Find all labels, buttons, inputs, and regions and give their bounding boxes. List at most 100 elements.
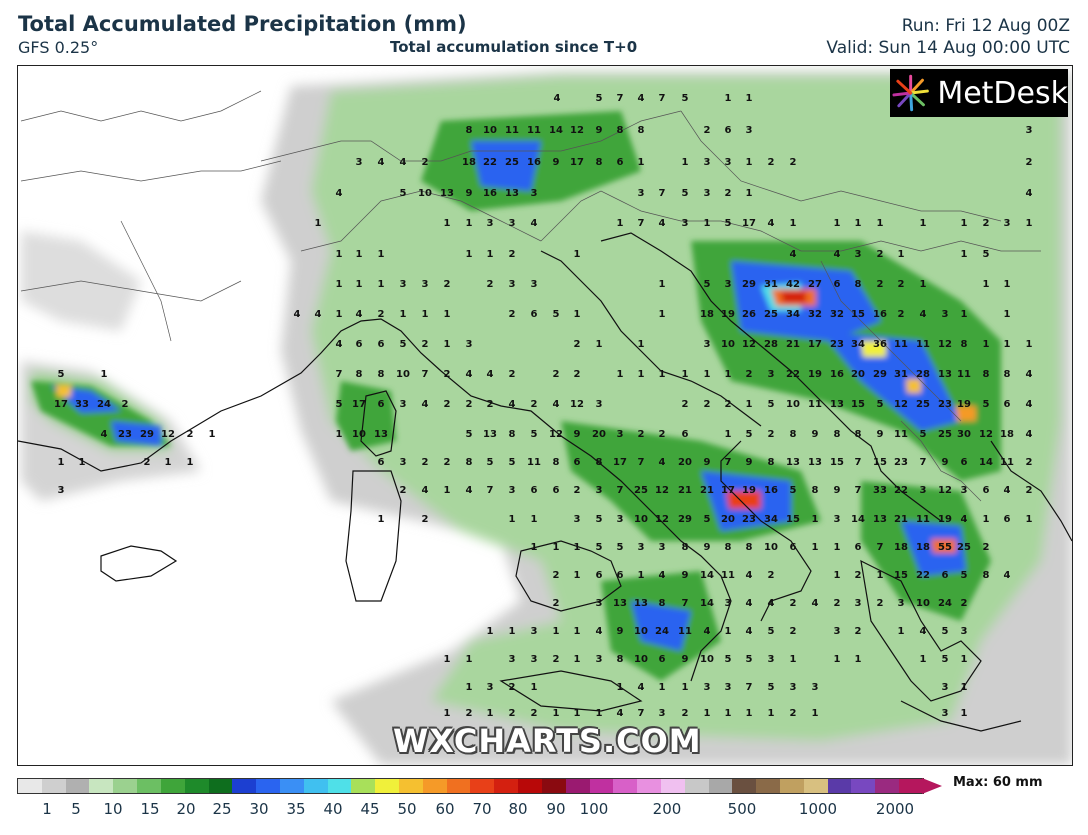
precip-value: 1 (509, 626, 516, 637)
precip-value: 5 (942, 654, 949, 665)
precip-value: 1 (659, 369, 666, 380)
precip-value: 2 (444, 399, 451, 410)
precip-value: 5 (531, 429, 538, 440)
precip-value: 4 (553, 399, 560, 410)
precip-value: 29 (873, 369, 887, 380)
precip-value: 24 (97, 399, 111, 410)
run-time: Run: Fri 12 Aug 00Z (901, 16, 1070, 36)
precip-value: 13 (938, 369, 952, 380)
colorbar-tick-label: 15 (140, 800, 160, 818)
precip-value: 3 (509, 218, 516, 229)
precip-value: 2 (574, 369, 581, 380)
precip-value: 1 (834, 570, 841, 581)
precip-value: 1 (682, 157, 689, 168)
valid-time: Valid: Sun 14 Aug 00:00 UTC (826, 38, 1070, 58)
precip-value: 1 (596, 339, 603, 350)
precip-value: 3 (1004, 218, 1011, 229)
precip-value: 1 (79, 457, 86, 468)
precip-value: 3 (596, 485, 603, 496)
precip-value: 8 (983, 570, 990, 581)
precip-value: 1 (877, 570, 884, 581)
precip-value: 4 (315, 309, 322, 320)
precip-value: 3 (466, 339, 473, 350)
precip-value: 1 (58, 457, 65, 468)
precip-value: 2 (444, 279, 451, 290)
precip-value: 2 (768, 157, 775, 168)
precip-value: 1 (617, 218, 624, 229)
precip-value: 1 (531, 514, 538, 525)
colorbar-tick-label: 60 (435, 800, 455, 818)
precip-value: 3 (834, 626, 841, 637)
precip-value: 7 (638, 218, 645, 229)
precip-value: 2 (877, 249, 884, 260)
precip-value: 28 (764, 339, 778, 350)
precip-value: 3 (704, 682, 711, 693)
precip-value: 11 (808, 399, 822, 410)
precip-value: 14 (851, 514, 865, 525)
precip-value: 6 (983, 485, 990, 496)
precip-value: 27 (808, 279, 822, 290)
precip-value: 1 (466, 654, 473, 665)
precip-value: 4 (659, 218, 666, 229)
precip-value: 1 (444, 485, 451, 496)
precip-value: 1 (768, 708, 775, 719)
precip-value: 9 (746, 457, 753, 468)
precip-value: 23 (742, 514, 756, 525)
precip-value: 2 (509, 708, 516, 719)
metdesk-burst-icon (892, 74, 929, 112)
precip-value: 2 (444, 457, 451, 468)
precip-value: 1 (574, 570, 581, 581)
precip-value: 10 (634, 626, 648, 637)
precip-value: 5 (983, 399, 990, 410)
precip-value: 4 (1026, 188, 1033, 199)
precip-value: 5 (509, 457, 516, 468)
precip-value: 1 (336, 429, 343, 440)
precip-value: 3 (725, 157, 732, 168)
precipitation-map[interactable]: 4 5 7 4 7 5 1 1 8 10 11 11 14 12 9 8 8 2 6 3 3 3 4 4 2 18 22 25 16 9 1… (17, 65, 1073, 766)
precip-value: 20 (851, 369, 865, 380)
precip-value: 55 (938, 542, 952, 553)
precip-value: 1 (855, 654, 862, 665)
precip-value: 4 (531, 218, 538, 229)
precip-value: 13 (786, 457, 800, 468)
precip-value: 12 (570, 399, 584, 410)
precip-value: 17 (570, 157, 584, 168)
precip-value: 3 (617, 429, 624, 440)
precip-value: 2 (487, 279, 494, 290)
precip-value: 14 (979, 457, 993, 468)
precip-value: 21 (894, 514, 908, 525)
colorbar-cell (518, 779, 542, 793)
precip-value: 1 (574, 654, 581, 665)
colorbar-cell (446, 779, 471, 793)
precip-value: 32 (830, 309, 844, 320)
precip-value: 8 (746, 542, 753, 553)
precip-value: 1 (336, 249, 343, 260)
logo-text: MetDesk (937, 75, 1068, 111)
precip-value: 5 (466, 429, 473, 440)
colorbar (17, 778, 924, 794)
precip-value: 10 (634, 514, 648, 525)
precip-value: 8 (812, 485, 819, 496)
precip-value: 2 (961, 598, 968, 609)
precip-value: 11 (678, 626, 692, 637)
precip-value: 1 (834, 218, 841, 229)
precip-value: 4 (920, 626, 927, 637)
precip-value: 5 (596, 542, 603, 553)
precip-value: 1 (378, 249, 385, 260)
precip-value: 9 (682, 654, 689, 665)
precip-value: 6 (378, 339, 385, 350)
precip-value: 25 (505, 157, 519, 168)
colorbar-tick-label: 40 (323, 800, 343, 818)
precip-value: 7 (855, 457, 862, 468)
precip-value: 2 (466, 399, 473, 410)
watermark: WXCHARTS.COM (393, 722, 702, 760)
precip-value: 3 (356, 157, 363, 168)
precip-value: 1 (920, 218, 927, 229)
colorbar-tick-label: 25 (212, 800, 232, 818)
precip-value: 5 (400, 339, 407, 350)
precip-value: 6 (378, 457, 385, 468)
precip-value: 7 (422, 369, 429, 380)
precip-value: 8 (617, 654, 624, 665)
precip-value: 7 (659, 188, 666, 199)
colorbar-cell (279, 779, 304, 793)
